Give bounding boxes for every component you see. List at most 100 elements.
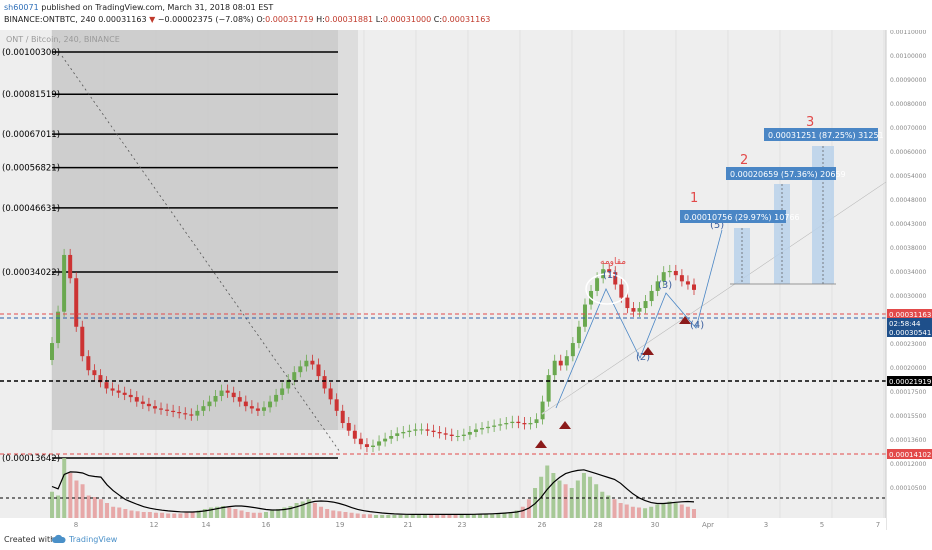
price-marker-bg bbox=[887, 376, 932, 386]
volume-bar bbox=[111, 506, 116, 518]
volume-bar bbox=[129, 510, 134, 518]
candle-body bbox=[237, 397, 242, 402]
volume-bar bbox=[380, 515, 385, 518]
candle-body bbox=[316, 364, 321, 377]
candle-body bbox=[582, 304, 587, 327]
candle-body bbox=[207, 401, 212, 407]
volume-bar bbox=[153, 512, 158, 518]
volume-bar bbox=[410, 515, 415, 518]
chart-area[interactable]: (0.00100300) (0.00081519) (0.00067011) (0.0… bbox=[0, 29, 932, 530]
price-tick: 0.00080000 bbox=[890, 101, 926, 108]
candle-body bbox=[104, 382, 109, 389]
candle-body bbox=[122, 392, 127, 395]
volume-bar bbox=[685, 506, 690, 518]
candle-body bbox=[310, 360, 315, 365]
price-tick: 0.00010500 bbox=[890, 485, 926, 492]
volume-bar bbox=[68, 473, 73, 518]
volume-bar bbox=[282, 507, 287, 518]
volume-bar bbox=[557, 480, 562, 518]
volume-bar bbox=[588, 476, 593, 518]
price-tick: 0.00034000 bbox=[890, 269, 926, 276]
candle-body bbox=[685, 281, 690, 285]
candle-body bbox=[268, 401, 273, 408]
candle-body bbox=[673, 270, 678, 276]
candle-body bbox=[407, 430, 412, 433]
volume-bar bbox=[551, 473, 556, 518]
price-tick: 0.00070000 bbox=[890, 125, 926, 132]
candle-body bbox=[56, 311, 61, 344]
candle-body bbox=[322, 376, 327, 389]
volume-bar bbox=[441, 515, 446, 518]
candle-body bbox=[637, 308, 642, 312]
volume-bar bbox=[50, 491, 54, 518]
volume-bar bbox=[422, 515, 427, 518]
time-tick: 21 bbox=[404, 521, 413, 529]
price-tick: 0.00090000 bbox=[890, 77, 926, 84]
price-axis[interactable] bbox=[886, 30, 932, 530]
time-axis-ticks: 8 12 14 16 19 21 23 26 28 30 Apr 3 5 7 bbox=[74, 521, 880, 529]
last-price: 0.00031163 bbox=[98, 15, 147, 24]
volume-bar bbox=[288, 506, 293, 518]
candle-body bbox=[522, 423, 527, 425]
volume-bar bbox=[105, 503, 110, 518]
volume-bar bbox=[361, 514, 366, 518]
time-tick: 28 bbox=[594, 521, 603, 529]
target-number-2: 2 bbox=[740, 153, 748, 168]
symbol-label: BINANCE:ONTBTC, 240 bbox=[4, 15, 96, 24]
candle-body bbox=[213, 396, 218, 402]
header-bar: sh60071 published on TradingView.com, Ma… bbox=[0, 0, 932, 30]
candle-body bbox=[74, 278, 79, 327]
candle-body bbox=[425, 429, 430, 431]
publisher-name[interactable]: sh60071 bbox=[4, 3, 39, 12]
time-tick: 14 bbox=[202, 521, 211, 529]
volume-bar bbox=[196, 510, 201, 518]
candle-body bbox=[461, 434, 466, 436]
volume-bar bbox=[563, 484, 568, 518]
candle-body bbox=[352, 430, 357, 439]
price-tick: 0.00020000 bbox=[890, 365, 926, 372]
candle-body bbox=[304, 360, 309, 367]
candle-body bbox=[152, 406, 157, 409]
candle-body bbox=[631, 308, 636, 312]
up-arrow-icon bbox=[535, 440, 547, 454]
volume-bar bbox=[429, 515, 434, 518]
volume-bar bbox=[123, 509, 128, 518]
price-tick: 0.00060000 bbox=[890, 149, 926, 156]
chart-svg[interactable]: (0.00100300) (0.00081519) (0.00067011) (0.0… bbox=[0, 29, 932, 530]
price-marker-label: 0.00014102 bbox=[889, 451, 931, 459]
volume-bar bbox=[190, 512, 195, 518]
candle-body bbox=[50, 343, 54, 361]
candle-body bbox=[395, 433, 400, 436]
candle-body bbox=[498, 424, 503, 426]
candle-body bbox=[528, 423, 533, 425]
time-tick: 8 bbox=[74, 521, 78, 529]
candle-body bbox=[110, 388, 115, 391]
candle-body bbox=[371, 445, 375, 447]
tradingview-brand[interactable]: TradingView bbox=[69, 535, 118, 544]
volume-bar bbox=[392, 515, 397, 518]
volume-bar bbox=[117, 507, 122, 518]
candle-body bbox=[298, 366, 303, 373]
candle-body bbox=[165, 409, 170, 411]
target-label-3: 0.00031251 (87.25%) 31251 bbox=[768, 131, 884, 140]
candle-body bbox=[625, 297, 630, 309]
volume-bar bbox=[257, 512, 262, 518]
price-tick: 0.00017500 bbox=[890, 389, 926, 396]
down-triangle-icon: ▼ bbox=[149, 15, 156, 24]
volume-bar bbox=[276, 509, 281, 518]
wave-label-2: (2) bbox=[636, 352, 650, 363]
candle-body bbox=[449, 434, 454, 436]
candlesticks bbox=[50, 248, 696, 453]
volume-bar bbox=[692, 509, 696, 518]
open-label: O: bbox=[256, 15, 266, 24]
candle-body bbox=[431, 430, 436, 433]
time-axis[interactable] bbox=[0, 518, 886, 530]
candle-body bbox=[189, 414, 194, 416]
volume-bar bbox=[86, 495, 91, 518]
volume-bar bbox=[490, 513, 495, 518]
wave-label-5: (5) bbox=[710, 220, 724, 231]
volume-bar bbox=[453, 515, 458, 518]
candle-body bbox=[389, 435, 394, 439]
volume-bar bbox=[661, 503, 666, 518]
volume-bar bbox=[160, 512, 165, 518]
